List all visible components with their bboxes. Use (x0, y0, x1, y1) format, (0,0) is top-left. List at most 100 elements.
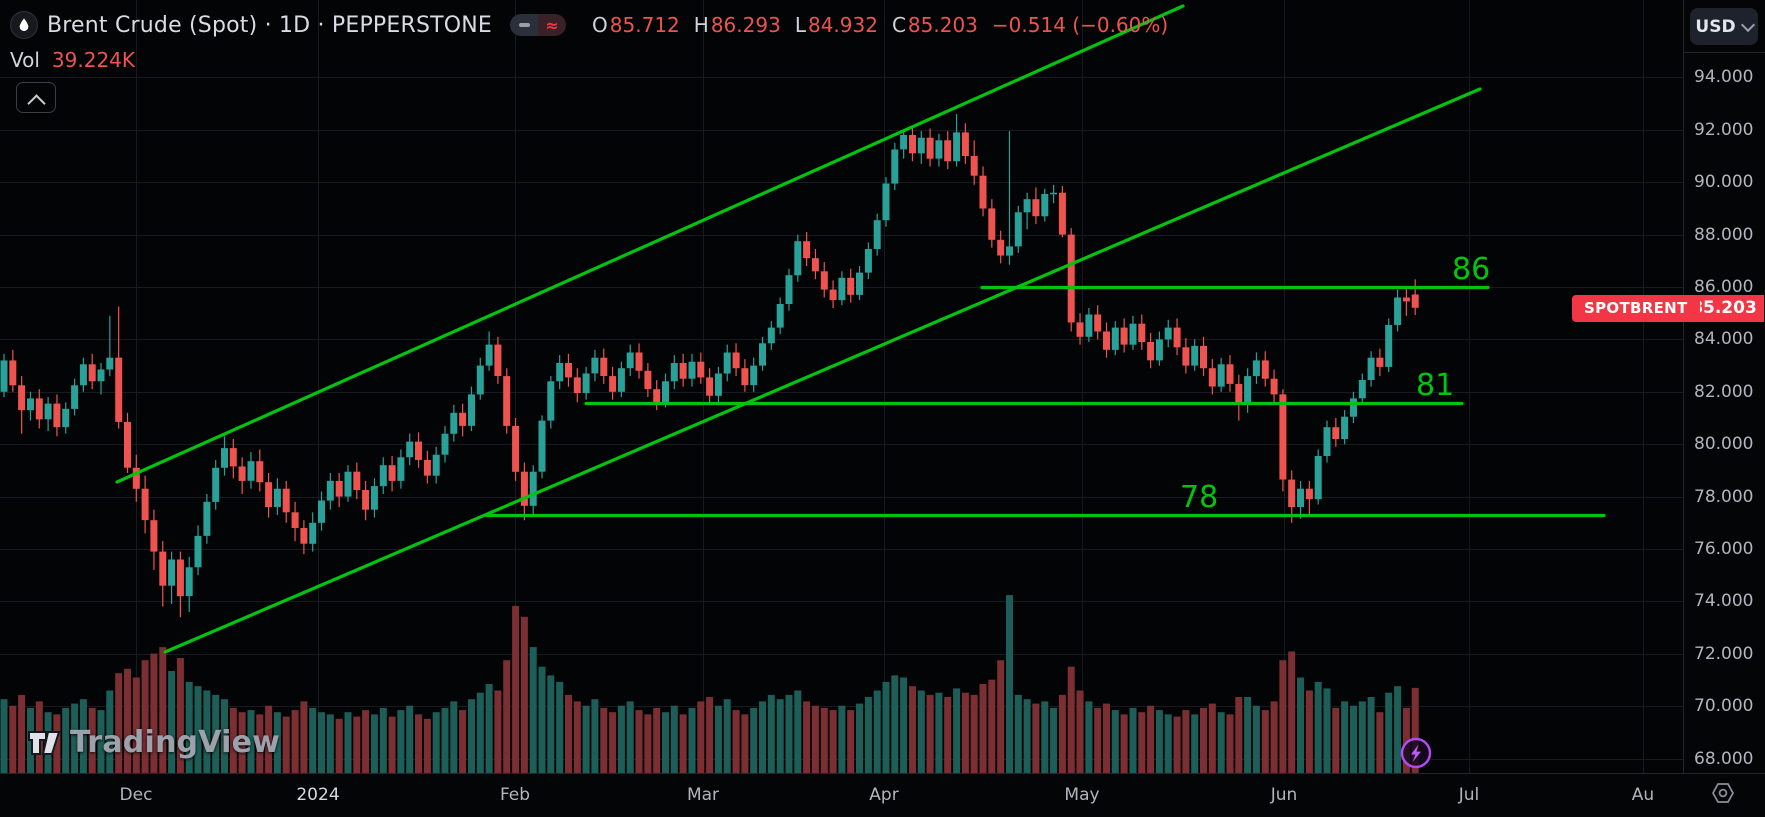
channel-upper[interactable] (115, 4, 1185, 484)
volume-bar (935, 692, 943, 773)
candle (326, 480, 334, 501)
level-label-86[interactable]: 86 (1452, 252, 1491, 287)
candle (1270, 378, 1278, 395)
time-tick-label: Mar (686, 785, 720, 805)
time-tick-label: Au (1631, 785, 1655, 805)
candle (335, 480, 343, 497)
volume-bar (1411, 687, 1419, 773)
candle (820, 271, 828, 290)
symbol-price-badge: SPOTBRENT (1572, 294, 1700, 322)
volume-bar (221, 699, 228, 773)
volume-bar (882, 681, 890, 773)
volume-bar (961, 692, 969, 773)
volume-label: Vol (10, 48, 40, 72)
price-tick-label: 74.000 (1694, 591, 1754, 612)
volume-bar (494, 690, 502, 773)
candle (247, 461, 255, 481)
time-tick-label: Feb (499, 785, 531, 805)
volume-bar (679, 714, 687, 773)
candle (970, 156, 978, 176)
candle (864, 249, 872, 273)
candle (388, 465, 396, 481)
price-tick-label: 68.000 (1694, 748, 1754, 769)
candle (194, 535, 202, 568)
volume-bar (168, 671, 176, 773)
volume-bar (1085, 701, 1093, 773)
volume-bar (423, 718, 431, 774)
volume-bar (565, 694, 572, 773)
volume-bar (176, 658, 184, 773)
lightning-button[interactable] (1399, 736, 1433, 774)
volume-bar (503, 660, 511, 773)
candle (256, 461, 264, 483)
candle (1111, 327, 1119, 350)
candle (1297, 488, 1304, 507)
time-tick-label: 2024 (296, 785, 340, 805)
candle (0, 360, 8, 392)
candle (62, 408, 70, 428)
volume-bar (194, 686, 202, 773)
volume-bar (124, 668, 131, 773)
candle (662, 381, 669, 403)
candle (609, 376, 617, 392)
candle (459, 412, 467, 426)
minimize-legend-icon[interactable] (510, 14, 539, 36)
candle (1155, 339, 1163, 361)
candle (423, 459, 431, 476)
time-axis[interactable]: Dec 2024 Feb Mar Apr May Jun Jul Au (0, 773, 1765, 817)
volume-bar (1147, 705, 1155, 773)
price-axis[interactable]: USD 94.000 92.000 90.000 88.000 86.000 84.000… (1683, 0, 1765, 773)
candle (679, 363, 687, 379)
level-label-81[interactable]: 81 (1416, 368, 1455, 403)
level-label-78[interactable]: 78 (1180, 480, 1219, 515)
price-tick-label: 76.000 (1694, 539, 1754, 559)
ohlc-values: O 85.712 H 86.293 L 84.932 C 85.203 −0.514 (−0.6… (592, 13, 1168, 37)
oil-drop-icon[interactable] (10, 11, 38, 39)
candle (723, 352, 731, 374)
volume-bar (873, 690, 881, 773)
volume-bar (856, 703, 863, 773)
approx-values-icon[interactable]: ≈ (538, 14, 567, 36)
volume-bar (141, 660, 149, 773)
candle (732, 352, 740, 369)
volume-bar (529, 647, 537, 773)
collapse-legend-button[interactable] (16, 82, 56, 113)
time-tick-label: Jun (1270, 785, 1298, 805)
candle (626, 352, 634, 369)
volume-bar (1279, 660, 1287, 773)
volume-bar (723, 699, 731, 773)
drawing-tools[interactable] (115, 4, 1606, 654)
candle (150, 520, 158, 552)
volume-bar (803, 701, 811, 773)
legend-toggle[interactable]: ≈ (510, 14, 567, 36)
volume-bar (459, 710, 467, 773)
volume-value: 39.224K (51, 48, 136, 72)
channel-lower[interactable] (163, 87, 1482, 654)
candle (1050, 192, 1058, 195)
candle (741, 368, 749, 386)
volume-bar (150, 653, 158, 773)
volume-bar (1217, 712, 1225, 773)
volume-bar (1067, 666, 1075, 773)
volume-bar (1402, 707, 1410, 773)
candle (582, 373, 590, 394)
axis-settings-button[interactable] (1710, 781, 1736, 809)
candle (538, 420, 546, 472)
candle (1226, 364, 1234, 384)
candle (238, 466, 246, 481)
candle (670, 363, 678, 382)
symbol-title[interactable]: Brent Crude (Spot) · 1D · PEPPERSTONE (47, 12, 493, 38)
candle (168, 559, 176, 586)
candle (635, 352, 643, 371)
candle (1376, 357, 1384, 367)
volume-bar (79, 699, 87, 773)
volume-bar (18, 694, 26, 773)
candle (212, 467, 220, 502)
volume-bar (406, 705, 414, 773)
volume-bar (1226, 714, 1234, 773)
volume-bar (626, 701, 634, 773)
volume-bar (468, 699, 475, 773)
open-value: 85.712 (609, 13, 680, 37)
currency-selector[interactable]: USD (1690, 8, 1758, 45)
